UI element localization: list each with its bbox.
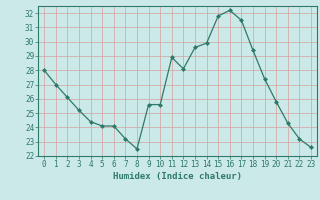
X-axis label: Humidex (Indice chaleur): Humidex (Indice chaleur) [113, 172, 242, 181]
